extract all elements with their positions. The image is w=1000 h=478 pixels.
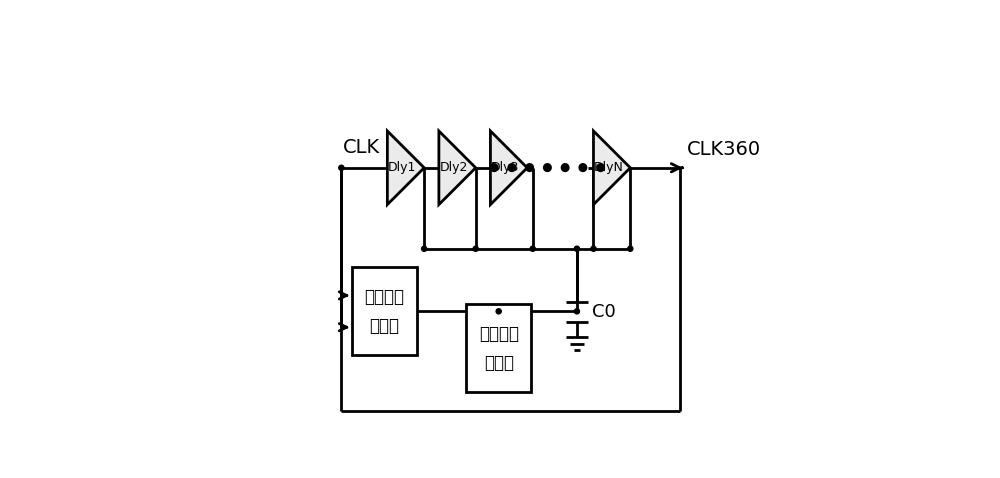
Circle shape (339, 165, 344, 170)
Text: 相位检测
子电路: 相位检测 子电路 (365, 288, 405, 335)
Text: Dly3: Dly3 (491, 161, 519, 174)
Text: DlyN: DlyN (593, 161, 623, 174)
Bar (352, 267, 417, 356)
Polygon shape (490, 131, 527, 205)
Polygon shape (593, 131, 630, 205)
Bar (466, 304, 531, 392)
Circle shape (628, 246, 633, 251)
Text: Dly1: Dly1 (388, 161, 416, 174)
Text: CLK: CLK (343, 138, 380, 157)
Text: ●  ●  ●  ●  ●  ●  ●: ● ● ● ● ● ● ● (489, 161, 606, 174)
Text: CLK360: CLK360 (687, 140, 761, 159)
Text: 启动控制
子电路: 启动控制 子电路 (479, 325, 519, 372)
Polygon shape (439, 131, 476, 205)
Circle shape (496, 309, 501, 314)
Text: Dly2: Dly2 (439, 161, 468, 174)
Circle shape (422, 246, 427, 251)
Circle shape (591, 246, 596, 251)
Circle shape (574, 246, 579, 251)
Circle shape (574, 309, 579, 314)
Text: C0: C0 (592, 303, 615, 321)
Polygon shape (387, 131, 424, 205)
Circle shape (473, 246, 478, 251)
Circle shape (530, 246, 535, 251)
